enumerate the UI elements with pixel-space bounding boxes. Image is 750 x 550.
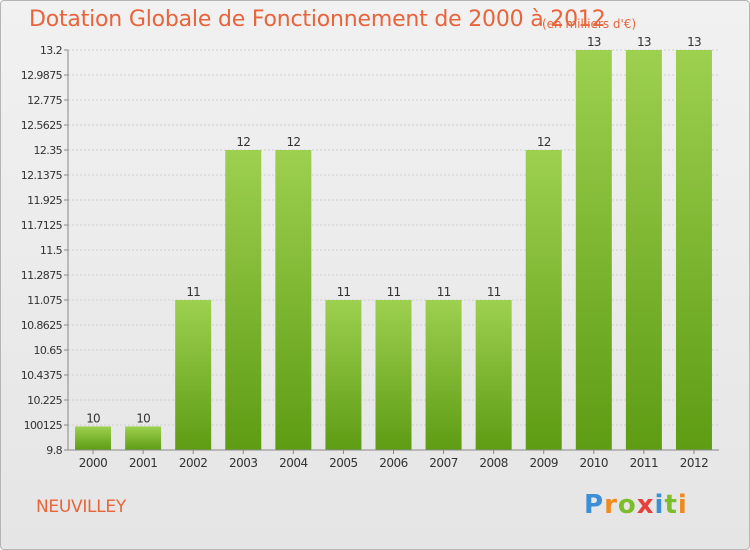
x-tick-label: 2010 [580,456,609,470]
proxiti-logo: Proxiti [584,490,688,520]
bar-value-label: 11 [387,285,401,299]
y-tick-label: 11.5 [40,244,63,257]
bar-2008 [475,300,512,450]
bar-2002 [175,300,212,450]
x-tick-label: 2007 [429,456,458,470]
x-tick-label: 2009 [529,456,558,470]
bar-2006 [375,300,412,450]
commune-name: NEUVILLEY [36,497,126,517]
x-tick-label: 2005 [329,456,358,470]
bar-value-label: 13 [687,35,701,49]
logo-letter: x [636,490,655,520]
y-tick-label: 13.2 [40,44,62,57]
y-tick-label: 12.35 [34,144,63,157]
logo-letter: r [604,490,618,520]
x-tick-label: 2011 [630,456,659,470]
chart-title: Dotation Globale de Fonctionnement de 20… [29,7,606,32]
bar-value-label: 11 [337,285,351,299]
x-tick-label: 2000 [79,456,108,470]
logo-letter: i [654,490,665,520]
bar-2005 [325,300,362,450]
x-tick-label: 2004 [279,456,308,470]
bar-2010 [575,50,612,450]
x-tick-label: 2001 [129,456,158,470]
x-tick-label: 2008 [479,456,508,470]
bar-2000 [75,426,112,450]
x-tick-label: 2006 [379,456,408,470]
logo-letter: o [617,490,637,520]
bar-value-label: 12 [287,135,301,149]
y-tick-label: 10.8625 [21,319,63,332]
bar-value-label: 12 [537,135,551,149]
bar-value-label: 11 [186,285,200,299]
logo-letter: t [664,490,678,520]
y-tick-label: 11.7125 [21,219,63,232]
bar-value-label: 11 [487,285,501,299]
y-tick-label: 10.65 [34,344,63,357]
x-tick-label: 2003 [229,456,258,470]
y-tick-label: 10.4375 [21,369,63,382]
bar-2012 [675,50,712,450]
chart-subtitle: (en milliers d'€) [542,17,637,31]
bar-value-label: 12 [236,135,250,149]
bar-2007 [425,300,462,450]
x-tick-label: 2002 [179,456,208,470]
bar-2001 [125,426,162,450]
bar-2004 [275,150,312,450]
bar-value-label: 13 [587,35,601,49]
y-tick-label: 12.1375 [21,169,63,182]
logo-letter: i [677,490,688,520]
y-tick-label: 10.225 [27,394,62,407]
y-tick-label: 11.925 [27,194,62,207]
bar-2009 [525,150,562,450]
bar-value-label: 11 [437,285,451,299]
axes: 9.8 100125 10.225 10.4375 10.65 10.8625 11.075… [21,44,719,470]
bar-value-label: 13 [637,35,651,49]
x-tick-label: 2012 [680,456,709,470]
bar-value-label: 10 [86,411,100,425]
logo-letter: P [584,490,605,520]
bar-2011 [625,50,662,450]
bar-value-label: 10 [136,411,150,425]
y-tick-label: 9.8 [46,444,62,457]
y-tick-label: 11.2875 [21,269,63,282]
y-tick-label: 100125 [24,419,63,432]
bars: 10 10 11 12 12 11 11 11 11 12 13 13 13 [75,35,712,450]
y-tick-label: 12.775 [27,94,62,107]
bar-2003 [225,150,262,450]
y-tick-label: 11.075 [27,294,62,307]
y-tick-label: 12.9875 [21,69,63,82]
y-tick-label: 12.5625 [21,119,63,132]
